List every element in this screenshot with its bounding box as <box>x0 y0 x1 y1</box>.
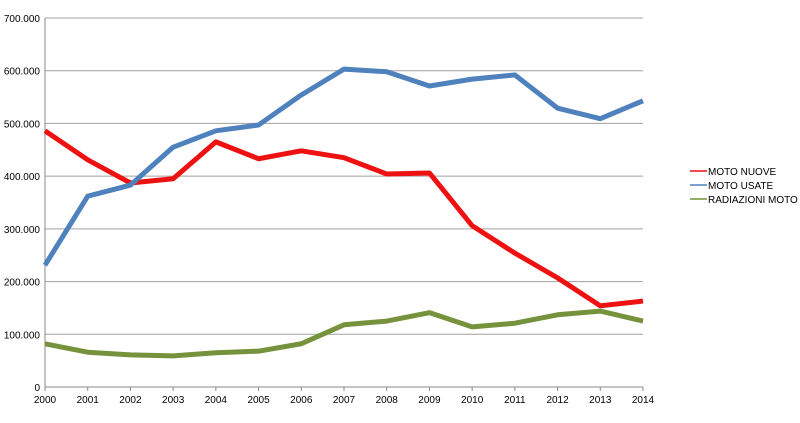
legend-label: MOTO NUOVE <box>708 167 776 178</box>
y-tick-label: 100.000 <box>4 330 41 341</box>
x-tick-label: 2010 <box>461 395 484 406</box>
y-tick-label: 400.000 <box>4 172 41 183</box>
x-tick-label: 2000 <box>34 395 57 406</box>
series-line-moto-usate <box>45 69 643 265</box>
legend-label: MOTO USATE <box>708 181 774 192</box>
x-tick-label: 2008 <box>376 395 399 406</box>
x-tick-label: 2013 <box>589 395 612 406</box>
series-line-moto-nuove <box>45 131 643 306</box>
x-tick-label: 2005 <box>247 395 270 406</box>
x-tick-label: 2009 <box>418 395 441 406</box>
x-tick-label: 2004 <box>205 395 228 406</box>
x-tick-label: 2007 <box>333 395 356 406</box>
y-tick-label: 500.000 <box>4 119 41 130</box>
y-tick-label: 600.000 <box>4 67 41 78</box>
x-tick-label: 2002 <box>119 395 142 406</box>
legend-label: RADIAZIONI MOTO <box>708 195 798 206</box>
x-tick-label: 2003 <box>162 395 185 406</box>
y-tick-label: 700.000 <box>4 14 41 25</box>
x-tick-label: 2001 <box>77 395 100 406</box>
y-tick-label: 0 <box>34 383 40 394</box>
x-tick-label: 2011 <box>504 395 526 406</box>
x-tick-label: 2014 <box>632 395 655 406</box>
x-tick-label: 2012 <box>546 395 569 406</box>
y-tick-label: 200.000 <box>4 278 41 289</box>
x-tick-label: 2006 <box>290 395 313 406</box>
y-tick-label: 300.000 <box>4 225 41 236</box>
series-line-radiazioni-moto <box>45 311 643 356</box>
